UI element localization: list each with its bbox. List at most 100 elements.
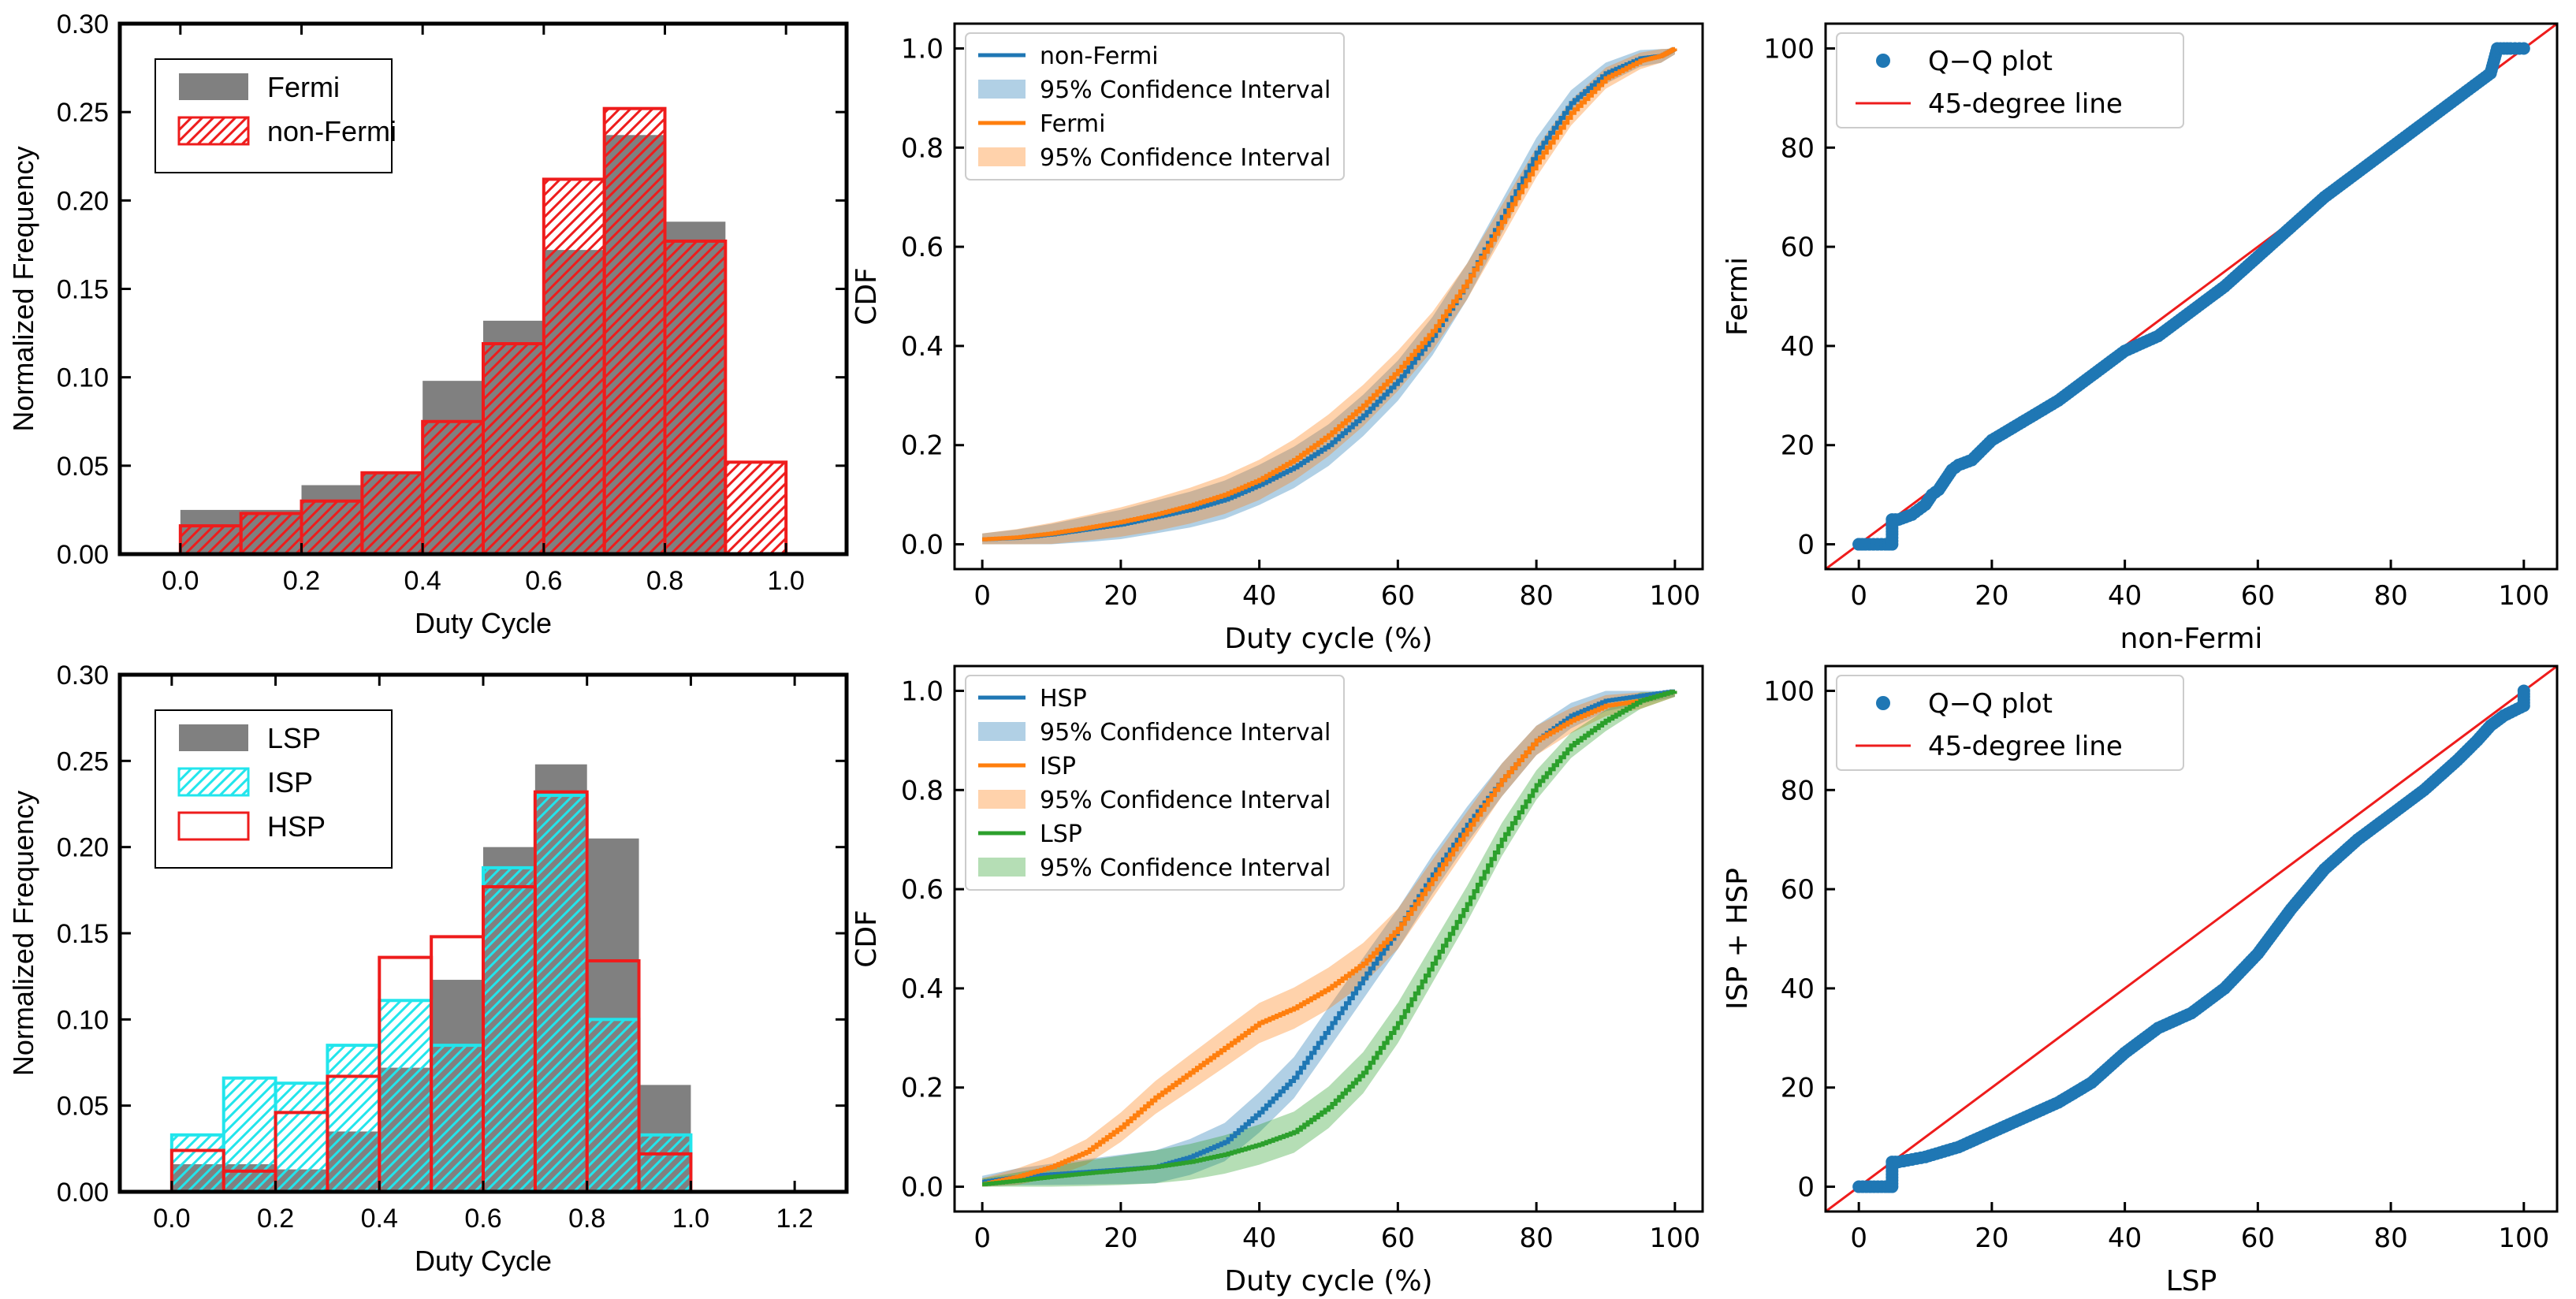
- p3-y-tick-label: 80: [1781, 132, 1815, 164]
- p4-x-tick-label: 0.8: [568, 1204, 605, 1234]
- p1-bar-non-fermi: [239, 512, 303, 556]
- p1-y-tick-label: 0.00: [57, 540, 109, 570]
- p6-legend-label: 45-degree line: [1928, 731, 2123, 762]
- p5-x-tick-label: 40: [1242, 1223, 1276, 1254]
- p5-x-tick-label: 20: [1104, 1223, 1137, 1254]
- p6-plot-area: [1826, 666, 2557, 1212]
- p6-x-tick-label: 40: [2108, 1223, 2142, 1254]
- p4-bar-isp: [378, 999, 434, 1194]
- p6-x-tick-label: 80: [2373, 1223, 2407, 1254]
- p2-y-tick-label: 1.0: [901, 33, 944, 65]
- p1-y-tick-label: 0.05: [57, 452, 109, 482]
- p2-legend: [965, 32, 1345, 181]
- p4-bar-isp: [221, 1076, 277, 1194]
- p4-y-tick-label: 0.05: [57, 1092, 109, 1122]
- p3-x-tick-label: 40: [2108, 580, 2142, 612]
- p2-y-axis-label: CDF: [851, 267, 883, 326]
- p3-plot-area: [1826, 24, 2557, 569]
- p4-legend-label: ISP: [267, 766, 313, 798]
- p5-x-tick-label: 60: [1381, 1223, 1415, 1254]
- p4-y-tick-label: 0.20: [57, 833, 109, 863]
- p6-y-tick-label: 80: [1781, 775, 1815, 806]
- p4-legend-swatch: [177, 811, 250, 841]
- p2-legend-band-swatch: [978, 80, 1026, 99]
- p1-y-tick-label: 0.30: [57, 9, 109, 39]
- p1-x-tick-label: 0.6: [525, 566, 562, 596]
- p3-axes-frame: [1824, 22, 2559, 571]
- p2-legend-band-swatch: [978, 147, 1026, 166]
- p1-x-tick-label: 0.0: [162, 566, 199, 596]
- p1-bar-non-fermi: [360, 471, 425, 556]
- p6-y-tick-label: 100: [1763, 676, 1815, 707]
- p6-45-degree-line: [1826, 666, 2557, 1212]
- p2-x-tick-label: 20: [1104, 580, 1137, 612]
- p3-x-tick-label: 0: [1850, 580, 1867, 612]
- p5-x-tick-label: 0: [973, 1223, 991, 1254]
- p5-y-tick-label: 0.8: [901, 775, 944, 806]
- p3-x-tick-label: 100: [2498, 580, 2549, 612]
- p1-bar-non-fermi: [178, 524, 243, 556]
- p5-y-axis-label: CDF: [851, 910, 883, 968]
- p6-x-tick-label: 100: [2498, 1223, 2549, 1254]
- p3-y-tick-label: 20: [1781, 430, 1815, 462]
- chart-panel-p5: HSP 95% Confidence Interval ISP 95% Confide…: [851, 664, 1704, 1297]
- p6-y-tick-label: 60: [1781, 874, 1815, 906]
- p4-y-tick-label: 0.30: [57, 661, 109, 690]
- p3-y-tick-label: 100: [1763, 33, 1815, 65]
- p2-legend-label: non-Fermi: [1040, 43, 1159, 70]
- p3-x-tick-label: 20: [1975, 580, 2008, 612]
- p2-y-tick-label: 0.4: [901, 331, 944, 363]
- p3-x-axis-label: non-Fermi: [2120, 623, 2263, 655]
- p1-bar-non-fermi: [663, 239, 728, 556]
- p1-bar-non-fermi: [421, 419, 486, 556]
- p4-bar-isp: [637, 1133, 693, 1193]
- p3-legend: [1836, 32, 2184, 128]
- p3-y-tick-label: 0: [1797, 530, 1815, 561]
- chart-panel-p3: Q−Q plot 45-degree line 0 20 40 60 80 100 0 20 40 6…: [1722, 22, 2559, 655]
- p5-x-tick-label: 80: [1519, 1223, 1553, 1254]
- p1-x-tick-label: 1.0: [768, 566, 805, 596]
- p2-y-tick-label: 0.0: [901, 530, 944, 561]
- p4-bar-isp: [482, 865, 537, 1193]
- p1-y-tick-label: 0.20: [57, 186, 109, 216]
- p4-legend-label: LSP: [267, 722, 321, 754]
- p2-line-fermi: [982, 47, 1677, 542]
- p1-x-axis-label: Duty Cycle: [415, 607, 552, 639]
- p1-y-tick-label: 0.10: [57, 363, 109, 393]
- p1-y-tick-label: 0.15: [57, 275, 109, 305]
- p4-bar-isp: [326, 1044, 382, 1193]
- p1-y-tick-label: 0.25: [57, 98, 109, 128]
- p4-legend-label: HSP: [267, 810, 326, 843]
- p2-x-tick-label: 80: [1519, 580, 1553, 612]
- p5-legend-label: LSP: [1040, 821, 1082, 848]
- chart-panel-p6: Q−Q plot 45-degree line 0 20 40 60 80 100 0 20 40 6…: [1722, 664, 2559, 1297]
- p5-legend-label: ISP: [1040, 753, 1076, 780]
- p4-x-tick-label: 0.4: [361, 1204, 398, 1234]
- p6-x-tick-label: 0: [1850, 1223, 1867, 1254]
- p5-y-tick-label: 0.0: [901, 1172, 944, 1204]
- p4-y-tick-label: 0.15: [57, 919, 109, 949]
- p6-y-tick-label: 0: [1797, 1172, 1815, 1204]
- p5-legend-band-swatch: [978, 858, 1026, 877]
- p1-bar-non-fermi: [542, 177, 606, 556]
- p5-legend-label: 95% Confidence Interval: [1040, 854, 1331, 882]
- p1-bar-non-fermi: [602, 106, 667, 556]
- p4-x-tick-label: 0.6: [464, 1204, 501, 1234]
- p6-qq-point: [2517, 684, 2530, 698]
- p2-y-tick-label: 0.6: [901, 232, 944, 263]
- p3-x-tick-label: 60: [2241, 580, 2275, 612]
- p2-y-tick-label: 0.8: [901, 132, 944, 164]
- p6-x-tick-label: 60: [2241, 1223, 2275, 1254]
- p5-line-lsp: [982, 690, 1677, 1186]
- p1-bar-non-fermi: [724, 460, 788, 556]
- p4-y-tick-label: 0.10: [57, 1005, 109, 1035]
- p3-qq-point: [2517, 42, 2530, 55]
- p2-axes-frame: [953, 22, 1704, 571]
- p4-y-tick-label: 0.25: [57, 746, 109, 776]
- p4-bar-isp: [169, 1133, 225, 1193]
- p2-x-tick-label: 40: [1242, 580, 1276, 612]
- p1-y-axis-label: Normalized Frequency: [7, 146, 39, 431]
- p2-x-tick-label: 0: [973, 580, 991, 612]
- p6-legend: [1836, 675, 2184, 771]
- chart-panel-p2: non-Fermi 95% Confidence Interval Fermi 95%…: [851, 22, 1704, 655]
